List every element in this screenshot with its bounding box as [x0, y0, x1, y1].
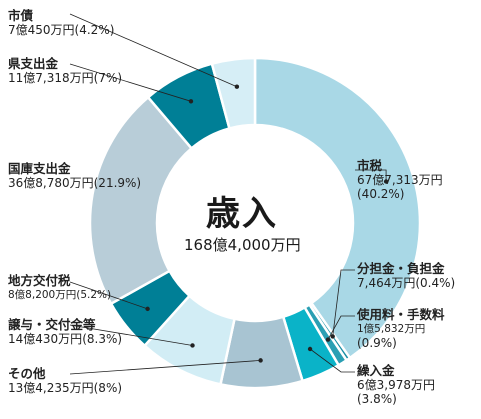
- leader-dot-city-bonds: [234, 84, 240, 89]
- chart-total: 168億4,000万円: [184, 236, 301, 254]
- leader-dot-prefecture-disbursement: [188, 99, 194, 104]
- label-city-tax: 市税 67億7,313万円 (40.2%): [357, 158, 443, 202]
- label-prefecture-disbursement: 県支出金 11億7,318万円(7%): [8, 56, 123, 86]
- leader-line-usage-fees: [327, 315, 355, 340]
- label-national-disbursement: 国庫支出金 36億8,780万円(21.9%): [8, 161, 142, 191]
- label-other: その他 13億4,235万円(8%): [8, 366, 123, 396]
- label-transfer-grants: 譲与・交付金等 14億430万円(8.3%): [8, 317, 123, 347]
- chart-title: 歳入: [206, 194, 278, 234]
- leader-line-local-allocation-tax: [69, 281, 148, 310]
- slice-city-tax: [253, 56, 422, 360]
- donut-slices: [88, 56, 422, 390]
- leader-line-contributions: [332, 269, 355, 337]
- leader-line-city-bonds: [69, 13, 238, 88]
- leader-line-other: [69, 359, 261, 375]
- leader-line-transfer-grants: [69, 324, 193, 346]
- leader-lines: [69, 13, 389, 375]
- label-transfers-in: 繰入金 6億3,978万円 (3.8%): [357, 363, 435, 407]
- label-usage-fees: 使用料・手数料 1億5,832万円 (0.9%): [357, 307, 445, 351]
- label-contributions: 分担金・負担金 7,464万円(0.4%): [357, 261, 456, 291]
- label-shisai: 市債 7億450万円(4.2%): [8, 8, 115, 38]
- slice-city-bonds: [210, 56, 257, 130]
- label-local-allocation-tax: 地方交付税 8億8,200万円(5.2%): [8, 273, 112, 302]
- leader-line-transfers-in: [309, 348, 355, 373]
- slice-national-disbursement: [88, 95, 194, 306]
- leader-line-city-tax: [355, 169, 387, 182]
- leader-line-prefecture-disbursement: [69, 63, 192, 102]
